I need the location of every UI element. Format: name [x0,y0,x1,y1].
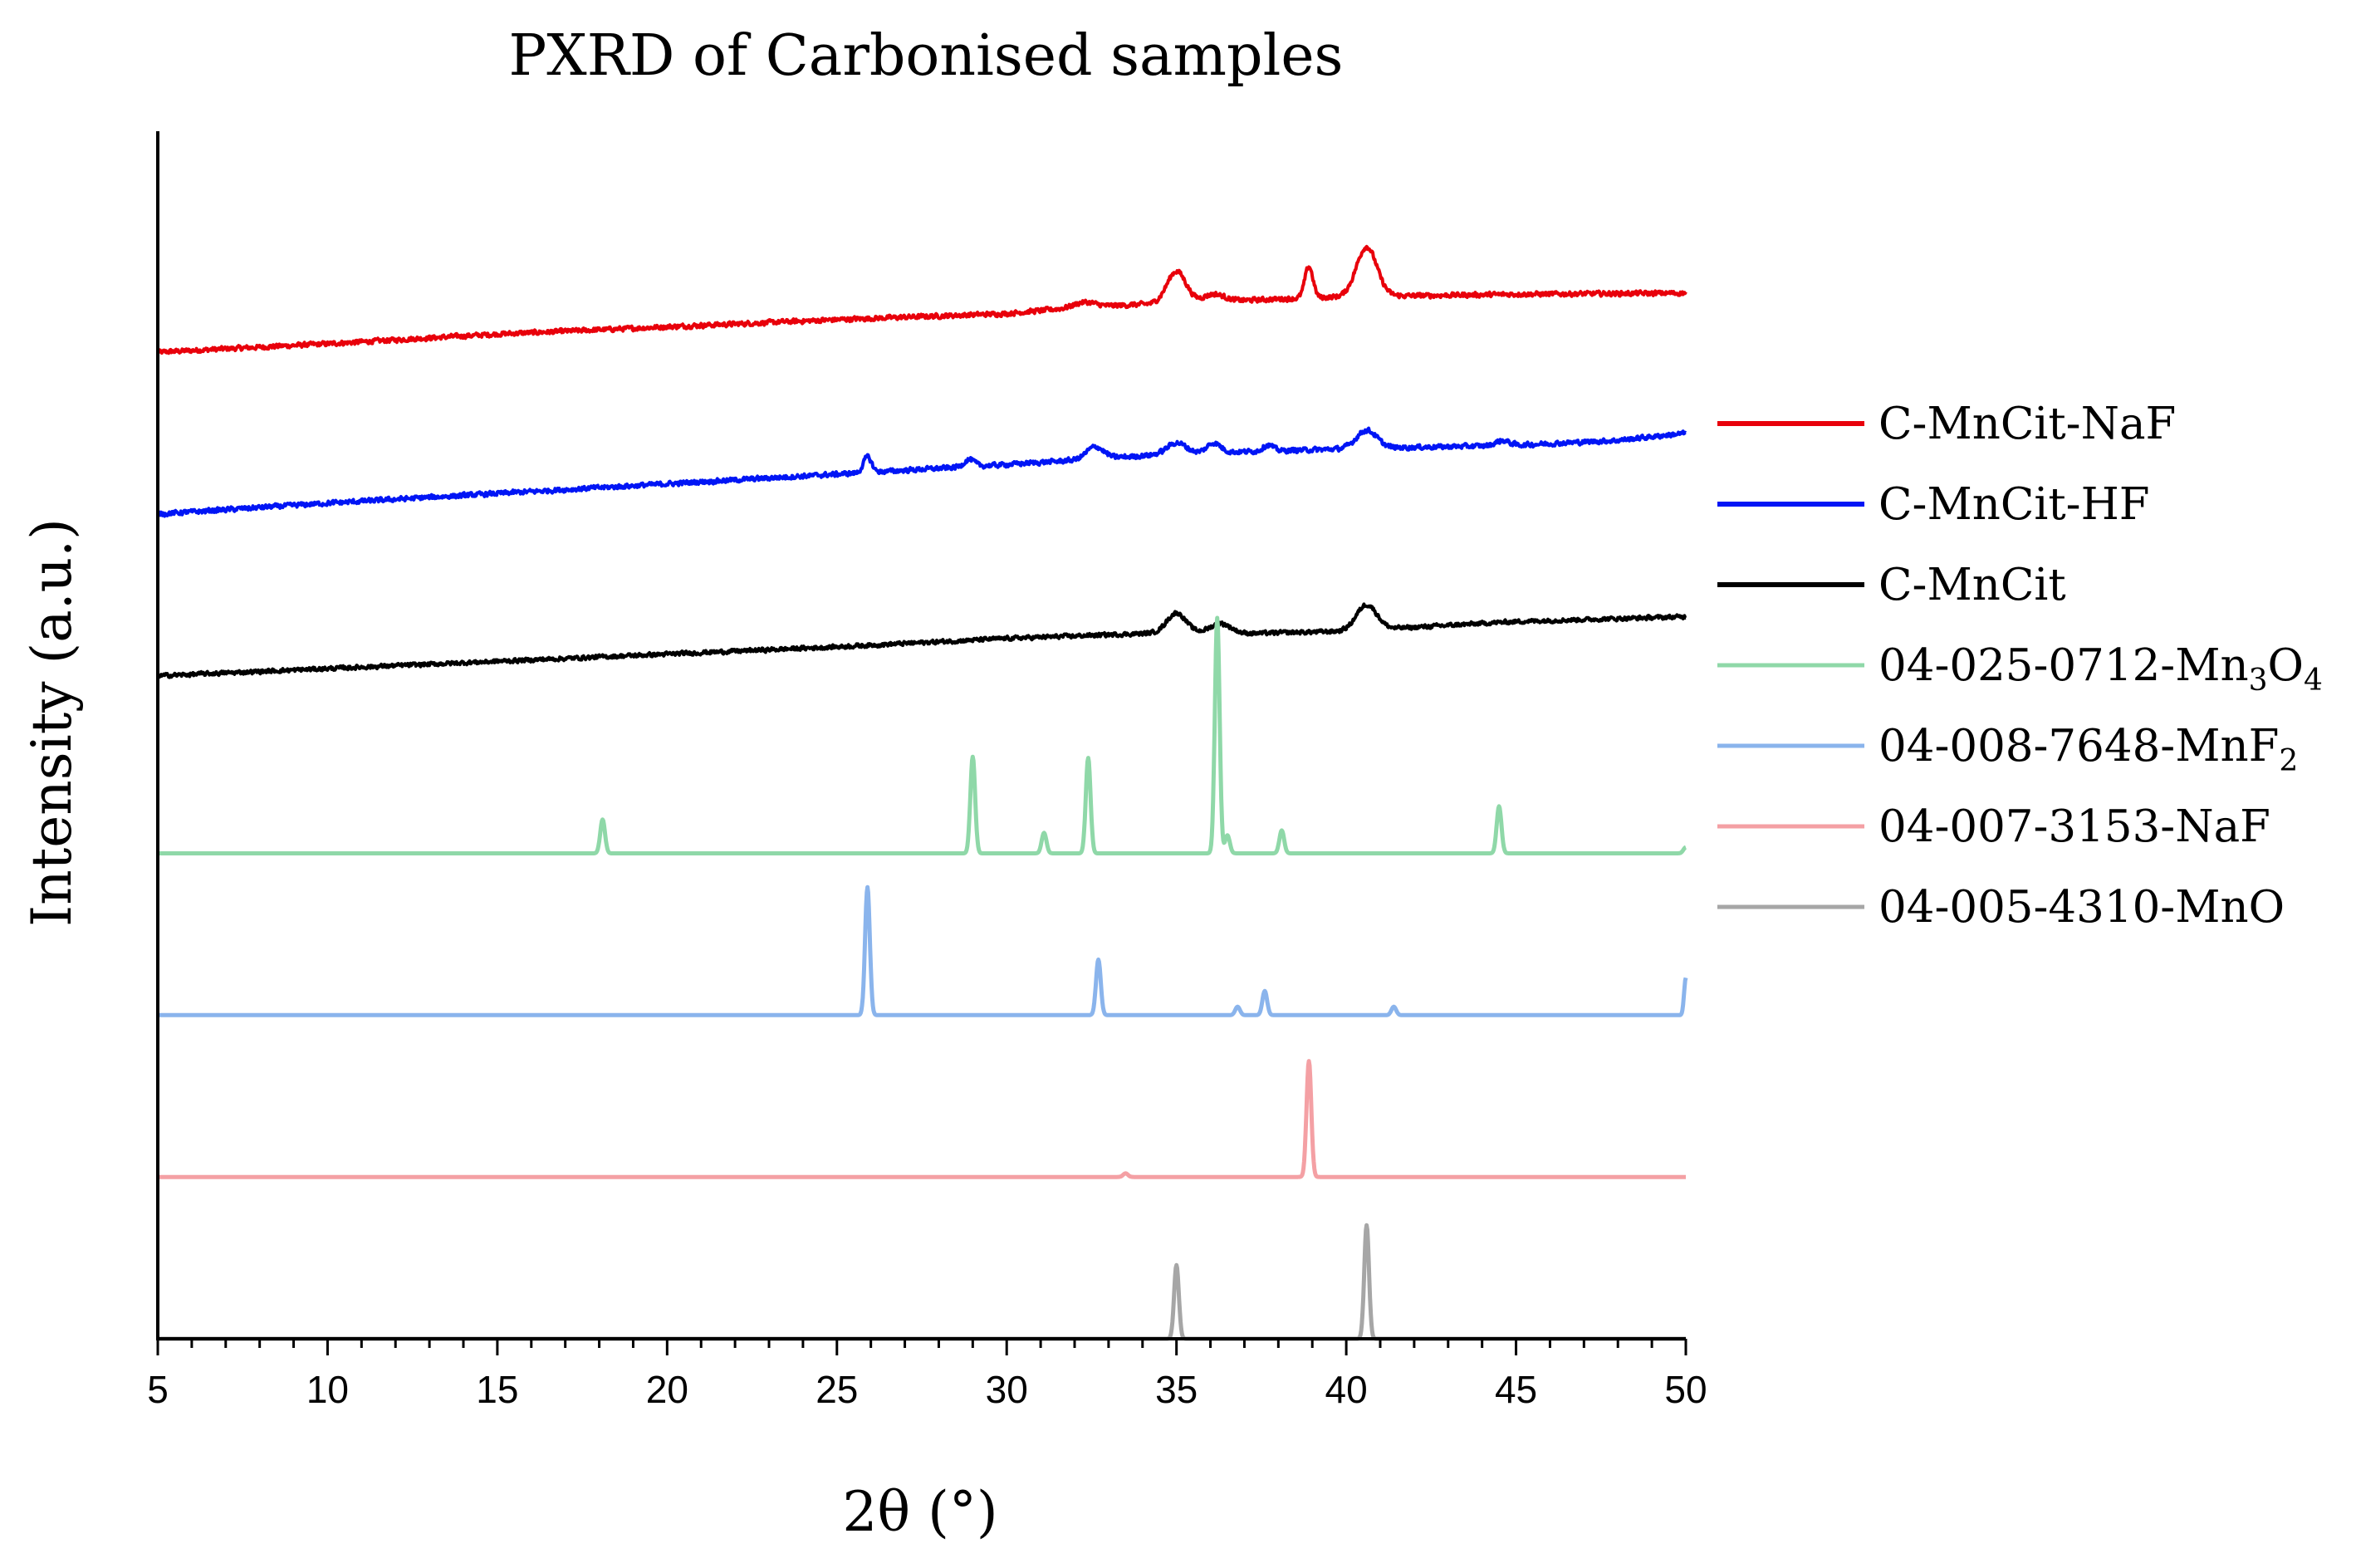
legend-label: 04-025-0712-Mn3O4 [1878,640,2323,698]
legend-item-c-mncit: C-MnCit [1717,560,2066,610]
x-axis-label: 2θ (°) [842,1480,997,1544]
x-tick-label: 10 [306,1368,349,1411]
series-layer [156,244,1688,1341]
legend-label: C-MnCit [1878,560,2066,610]
series-line-04-007-3153-naf [156,1059,1687,1179]
legend: C-MnCit-NaF C-MnCit-HF C-MnCit 04-025-0712-… [1717,399,2323,933]
series-line-04-025-0712-mn3o4 [156,615,1687,855]
legend-item-c-mncit-hf: C-MnCit-HF [1717,479,2150,530]
series-line-c-mncit-naf [156,244,1687,355]
legend-label: 04-008-7648-MnF2 [1878,721,2298,778]
series-line-c-mncit [156,602,1687,679]
x-tick-label: 45 [1495,1368,1537,1411]
x-tick-label: 5 [147,1368,169,1411]
x-tick-label: 20 [646,1368,688,1411]
x-tick-label: 35 [1155,1368,1198,1411]
x-tick-label: 50 [1664,1368,1707,1411]
x-tick-label: 25 [816,1368,858,1411]
legend-label: C-MnCit-NaF [1878,399,2176,449]
legend-item-c-mncit-naf: C-MnCit-NaF [1717,399,2176,449]
axes-layer: 5 10 15 20 25 30 35 40 45 50 [147,131,1707,1411]
x-tick-label: 30 [986,1368,1028,1411]
legend-label: 04-007-3153-NaF [1878,801,2270,852]
series-line-04-008-7648-mnf2 [156,884,1688,1017]
x-tick-label: 40 [1325,1368,1368,1411]
legend-label: C-MnCit-HF [1878,479,2150,530]
chart-title: PXRD of Carbonised samples [509,23,1344,89]
series-line-c-mncit-hf [156,426,1687,518]
series-line-04-005-4310-mno [156,1223,1687,1341]
y-axis-label: Intensity (a.u.) [20,518,84,927]
legend-label: 04-005-4310-MnO [1878,882,2285,933]
legend-item-04-005-4310-mno: 04-005-4310-MnO [1717,882,2285,933]
x-tick-label: 15 [476,1368,518,1411]
legend-item-04-007-3153-naf: 04-007-3153-NaF [1717,801,2270,852]
legend-item-04-025-0712-mn3o4: 04-025-0712-Mn3O4 [1717,640,2323,698]
legend-item-04-008-7648-mnf2: 04-008-7648-MnF2 [1717,721,2298,778]
